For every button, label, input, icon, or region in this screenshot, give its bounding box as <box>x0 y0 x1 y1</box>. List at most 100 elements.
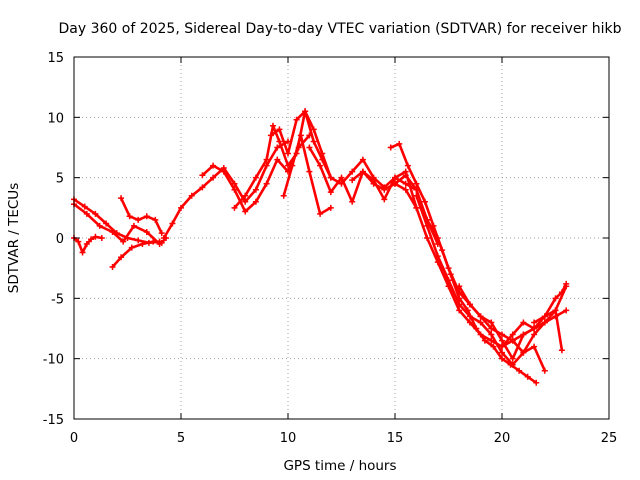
data-point <box>188 192 195 199</box>
data-point <box>563 307 570 314</box>
data-point <box>92 210 99 217</box>
data-point <box>310 126 317 133</box>
data-point <box>370 180 377 187</box>
data-point <box>558 289 565 296</box>
data-point <box>392 174 398 181</box>
sat-trace-1 <box>71 196 163 246</box>
data-point <box>263 180 270 187</box>
data-point <box>310 138 317 145</box>
data-point <box>109 228 116 235</box>
data-point <box>531 325 538 332</box>
data-point <box>231 186 238 193</box>
data-point <box>319 156 326 163</box>
data-point <box>381 196 388 203</box>
data-point <box>349 177 356 184</box>
series-trace <box>532 309 564 352</box>
data-point <box>280 192 287 199</box>
data-point <box>421 198 428 205</box>
sat-trace-19 <box>531 307 565 354</box>
data-point <box>263 162 270 169</box>
x-tick-label: 25 <box>601 431 618 446</box>
data-point <box>118 254 125 261</box>
data-point <box>456 301 463 308</box>
y-tick-label: 0 <box>56 232 64 247</box>
data-point <box>139 241 146 248</box>
data-point <box>231 180 238 187</box>
data-point <box>160 235 167 241</box>
data-point <box>338 174 345 181</box>
data-point <box>499 355 505 362</box>
series-trace <box>269 110 418 191</box>
data-point <box>327 189 334 196</box>
data-series <box>71 108 570 386</box>
data-point <box>402 180 409 187</box>
data-point <box>83 210 90 217</box>
data-point <box>402 172 409 179</box>
data-point <box>359 168 366 175</box>
data-point <box>520 331 527 338</box>
data-point <box>252 174 259 181</box>
data-point <box>81 203 88 210</box>
data-point <box>552 307 559 314</box>
data-point <box>456 307 463 314</box>
x-tick-label: 15 <box>387 431 404 446</box>
sat-trace-2 <box>71 233 105 256</box>
data-point <box>143 213 150 220</box>
data-point <box>488 319 495 326</box>
data-point <box>143 228 150 235</box>
data-point <box>293 116 300 123</box>
data-point <box>477 319 484 326</box>
x-tick-label: 5 <box>177 431 185 446</box>
data-point <box>456 289 463 296</box>
data-point <box>210 174 217 181</box>
y-tick-label: 15 <box>47 51 64 66</box>
data-point <box>413 192 420 199</box>
data-point <box>158 230 165 237</box>
data-point <box>509 337 516 344</box>
data-point <box>231 204 238 211</box>
data-point <box>96 222 103 229</box>
grid <box>74 57 609 419</box>
data-point <box>456 283 463 290</box>
data-point <box>481 337 488 344</box>
data-point <box>274 156 281 163</box>
data-point <box>509 355 516 362</box>
data-point <box>267 132 274 139</box>
y-tick-label: -5 <box>51 292 64 307</box>
data-point <box>509 361 516 368</box>
data-point <box>327 174 334 181</box>
series-trace <box>119 196 163 235</box>
data-point <box>563 280 570 287</box>
data-point <box>276 126 283 133</box>
data-point <box>488 331 495 338</box>
data-point <box>242 192 249 199</box>
x-tick-label: 20 <box>494 431 511 446</box>
data-point <box>541 367 548 374</box>
data-point <box>220 168 227 175</box>
series-trace <box>500 282 568 348</box>
data-point <box>178 204 184 211</box>
data-point <box>541 313 548 320</box>
x-axis-label: GPS time / hours <box>283 458 396 474</box>
data-point <box>558 347 565 354</box>
data-point <box>490 343 497 350</box>
sat-trace-17 <box>456 283 548 362</box>
data-point <box>109 263 116 270</box>
data-point <box>263 156 270 163</box>
data-point <box>392 180 398 187</box>
data-point <box>252 186 259 193</box>
data-point <box>499 343 505 350</box>
data-point <box>135 237 142 244</box>
data-point <box>289 162 296 169</box>
data-point <box>199 184 206 191</box>
data-point <box>533 379 540 386</box>
data-point <box>413 204 420 211</box>
x-tick-label: 10 <box>280 431 297 446</box>
data-point <box>520 319 527 326</box>
y-tick-label: 5 <box>56 172 64 187</box>
data-point <box>424 222 431 229</box>
data-point <box>158 239 165 246</box>
data-point <box>317 210 324 217</box>
data-point <box>306 168 313 175</box>
